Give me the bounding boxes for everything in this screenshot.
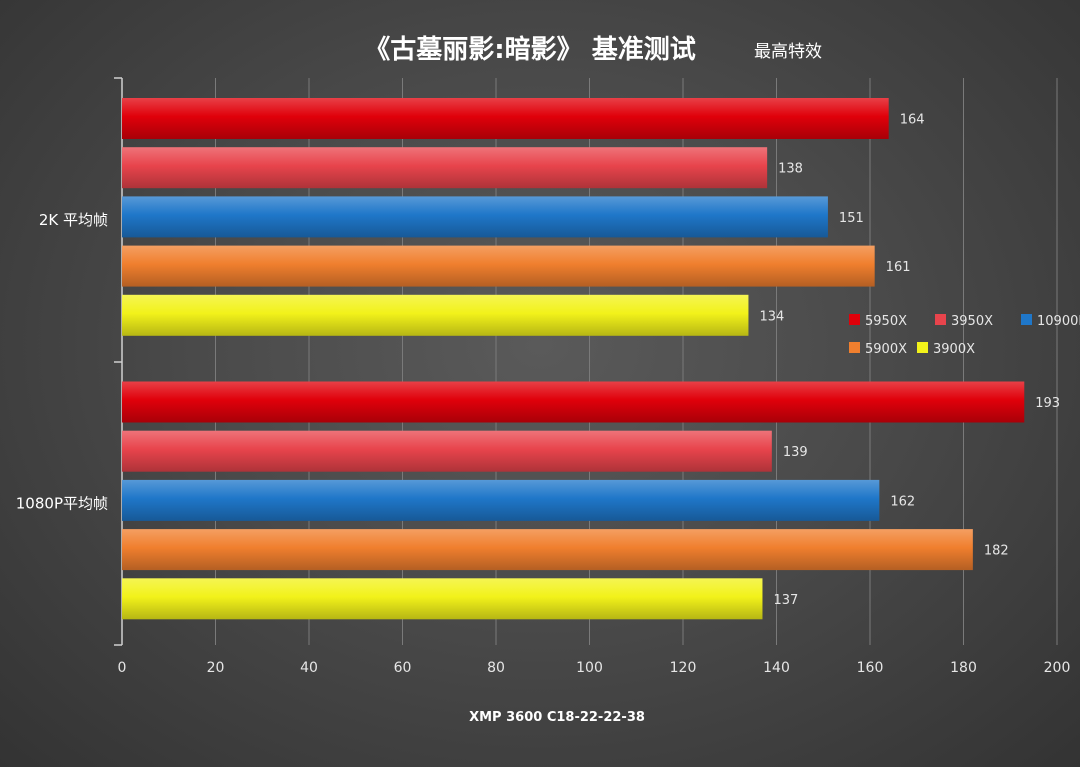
legend: 5950X 3950X 10900K 5900X 3900X [849,314,1080,357]
bar-3900x [122,578,763,620]
legend-label: 5900X [865,342,907,357]
category-label: 2K 平均帧 [39,211,108,229]
bar-3950x [122,147,768,189]
data-label: 151 [839,211,864,226]
bar-5900x [122,529,973,571]
bars [122,98,1025,620]
bar-5900x [122,245,875,287]
x-tick-label: 100 [576,660,603,676]
data-label: 138 [778,162,803,177]
chart-title: 《古墓丽影:暗影》 基准测试 [364,35,695,65]
x-tick-label: 40 [300,660,318,676]
x-tick-label: 80 [487,660,505,676]
x-tick-label: 0 [118,660,127,676]
data-label: 182 [984,544,1009,559]
data-label: 164 [900,113,925,128]
legend-label: 5950X [865,314,907,329]
x-tick-label: 200 [1044,660,1071,676]
x-tick-label: 140 [763,660,790,676]
x-axis-label: XMP 3600 C18-22-22-38 [469,710,645,725]
data-labels: 164 138 151 161 134 193 139 162 182 137 [759,113,1060,608]
bar-3900x [122,294,749,336]
legend-swatch-5950x [849,314,860,325]
legend-label: 10900K [1037,314,1080,329]
x-axis-ticks: 0 20 40 60 80 100 120 140 160 180 200 [118,660,1071,676]
data-label: 162 [890,494,915,509]
bar-3950x [122,430,772,472]
data-label: 161 [886,260,911,275]
legend-swatch-5900x [849,342,860,353]
legend-label: 3900X [933,342,975,357]
x-tick-label: 60 [394,660,412,676]
bar-5950x [122,381,1025,423]
data-label: 139 [783,445,808,460]
category-labels: 2K 平均帧 1080P平均帧 [16,211,108,513]
chart-subtitle: 最高特效 [754,42,822,62]
x-tick-label: 180 [950,660,977,676]
data-label: 193 [1035,396,1060,411]
x-tick-label: 160 [857,660,884,676]
bar-10900k [122,479,880,521]
legend-swatch-3900x [917,342,928,353]
y-axis [114,77,123,646]
category-label: 1080P平均帧 [16,494,108,512]
legend-swatch-10900k [1021,314,1032,325]
x-tick-label: 20 [207,660,225,676]
bar-10900k [122,196,828,238]
data-label: 137 [773,593,798,608]
bar-5950x [122,98,889,139]
x-tick-label: 120 [670,660,697,676]
legend-swatch-3950x [935,314,946,325]
legend-label: 3950X [951,314,993,329]
data-label: 134 [759,309,784,324]
